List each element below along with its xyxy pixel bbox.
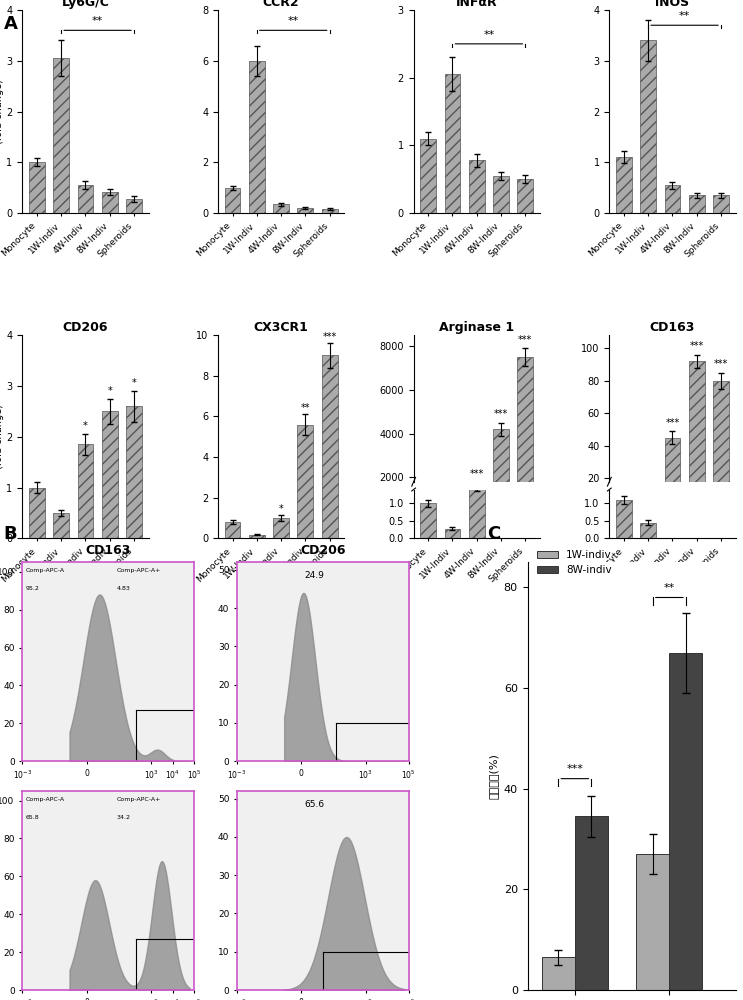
Title: Arginase 1: Arginase 1 [439, 321, 514, 334]
Text: 24.9: 24.9 [305, 571, 324, 580]
Text: *: * [83, 421, 88, 431]
Text: *: * [279, 504, 284, 514]
Bar [421, 503, 436, 538]
Bar [322, 355, 337, 538]
Text: C: C [487, 525, 500, 543]
Bar [713, 381, 729, 511]
Text: 4.83: 4.83 [117, 586, 131, 591]
Text: 95.2: 95.2 [26, 586, 39, 591]
Bar [517, 357, 533, 521]
Bar [713, 195, 729, 213]
Title: CCR2: CCR2 [263, 0, 299, 9]
Bar [297, 425, 314, 538]
Bar [640, 523, 656, 538]
Text: **: ** [288, 16, 299, 26]
Bar [29, 488, 45, 538]
Y-axis label: 相对表达量
(fold change): 相对表达量 (fold change) [0, 79, 4, 144]
Text: 65.6: 65.6 [304, 800, 324, 809]
Bar [542, 957, 575, 990]
Bar [102, 192, 117, 213]
Bar [102, 411, 117, 538]
Text: ***: *** [665, 418, 680, 428]
Bar [29, 162, 45, 213]
Text: ***: *** [690, 341, 704, 351]
Text: *: * [132, 378, 137, 388]
Bar [77, 444, 94, 538]
Bar [493, 429, 509, 521]
Y-axis label: 阳性细胞(%): 阳性细胞(%) [488, 753, 498, 799]
Text: ***: *** [566, 764, 583, 774]
Title: CD206: CD206 [300, 544, 345, 557]
Text: **: ** [663, 583, 675, 593]
Text: 34.2: 34.2 [117, 815, 131, 820]
Bar [636, 854, 669, 990]
Text: ***: *** [714, 359, 728, 369]
Bar [126, 406, 142, 538]
Text: Comp-APC-A+: Comp-APC-A+ [117, 568, 161, 573]
Bar [616, 157, 632, 213]
Text: ***: *** [518, 335, 533, 345]
Bar [249, 61, 265, 213]
Bar [224, 188, 241, 213]
Text: Comp-APC-A+: Comp-APC-A+ [117, 797, 161, 802]
Bar [575, 816, 608, 990]
Text: ***: *** [494, 409, 508, 419]
Text: 65.8: 65.8 [26, 815, 39, 820]
Title: INFαR: INFαR [456, 0, 498, 9]
Title: CX3CR1: CX3CR1 [253, 321, 308, 334]
Text: A: A [4, 15, 18, 33]
Y-axis label: 相对表达量
(fold change): 相对表达量 (fold change) [0, 404, 4, 469]
Bar [664, 185, 681, 213]
Text: **: ** [301, 403, 310, 413]
Text: **: ** [679, 11, 690, 21]
Title: CD163: CD163 [85, 544, 131, 557]
Text: ***: *** [322, 332, 337, 342]
Text: Comp-APC-A: Comp-APC-A [26, 797, 65, 802]
Bar [224, 522, 241, 538]
Bar [616, 500, 632, 538]
Bar [297, 208, 314, 213]
Bar [664, 438, 681, 511]
Bar [53, 513, 69, 538]
Bar [469, 486, 484, 538]
Text: ***: *** [470, 469, 484, 479]
Legend: 1W-indiv, 8W-indiv: 1W-indiv, 8W-indiv [533, 546, 616, 580]
Bar [689, 361, 704, 511]
Bar [126, 199, 142, 213]
Text: **: ** [92, 16, 103, 26]
Bar [249, 535, 265, 538]
Bar [469, 160, 484, 213]
Text: **: ** [483, 30, 495, 40]
Title: CD206: CD206 [62, 321, 108, 334]
Text: Comp-APC-A: Comp-APC-A [26, 568, 65, 573]
Bar [640, 40, 656, 213]
Bar [322, 209, 337, 213]
Title: iNOS: iNOS [655, 0, 690, 9]
Title: Ly6G/C: Ly6G/C [62, 0, 109, 9]
Bar [493, 176, 509, 213]
Text: B: B [4, 525, 17, 543]
Bar [53, 58, 69, 213]
Bar [273, 204, 289, 213]
Bar [444, 74, 461, 213]
Bar [669, 653, 702, 990]
Bar [421, 139, 436, 213]
Text: *: * [107, 386, 112, 396]
Title: CD163: CD163 [650, 321, 695, 334]
Bar [77, 185, 94, 213]
Bar [517, 179, 533, 213]
Bar [689, 195, 704, 213]
Bar [444, 529, 461, 538]
Bar [273, 518, 289, 538]
